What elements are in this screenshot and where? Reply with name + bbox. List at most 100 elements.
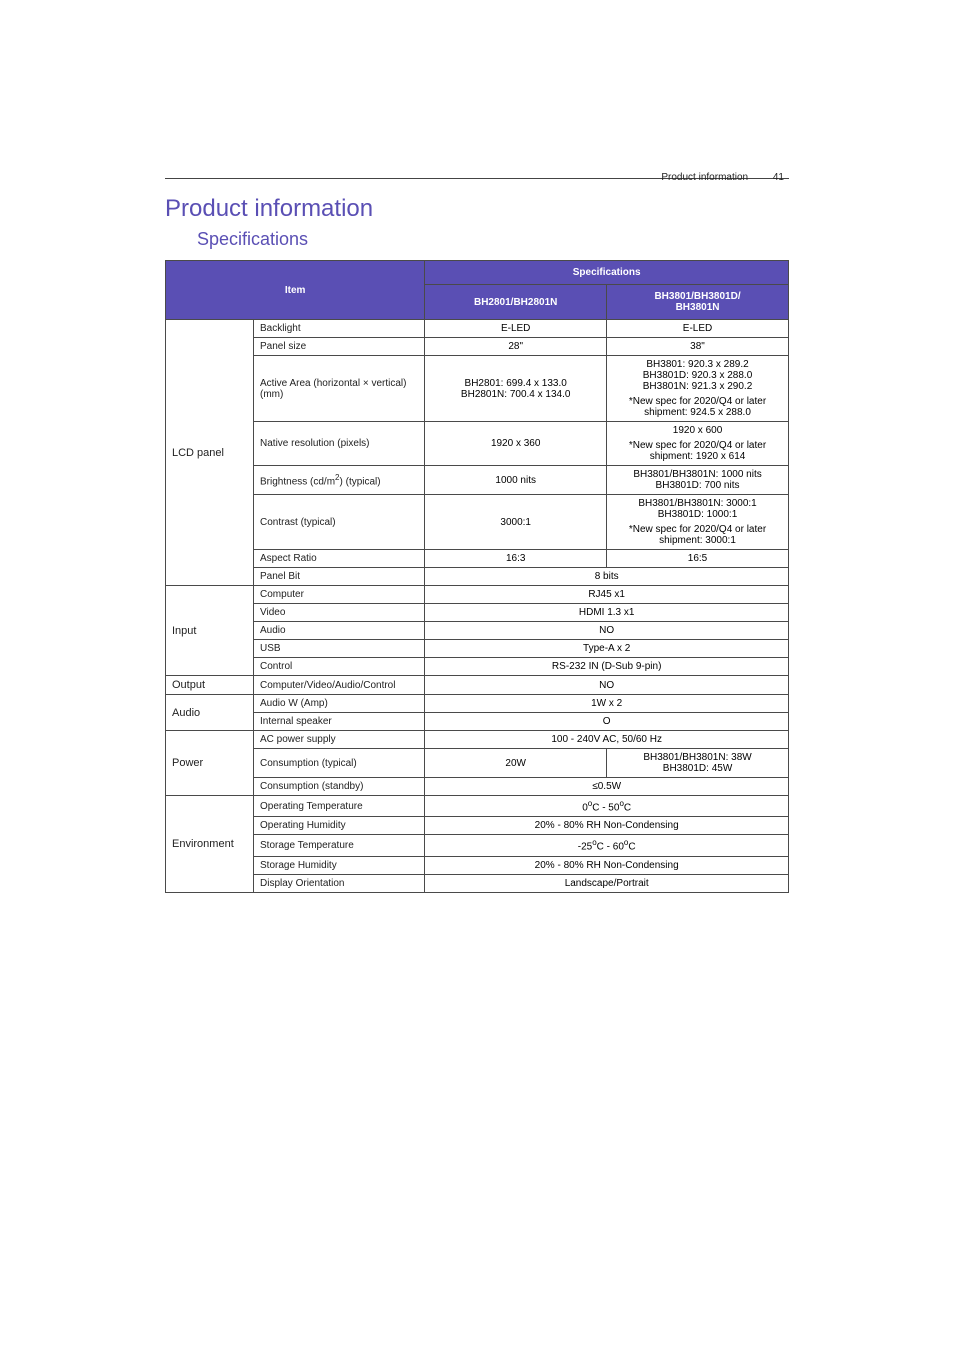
- val-backlight-b: E-LED: [607, 320, 789, 338]
- label-input-usb: USB: [254, 640, 425, 658]
- label-aspect: Aspect Ratio: [254, 550, 425, 568]
- val-panel-size-a: 28": [425, 338, 607, 356]
- st-temp-mid: C - 60: [597, 842, 624, 853]
- row-panel-bit: Panel Bit 8 bits: [166, 568, 789, 586]
- th-col-a: BH2801/BH2801N: [425, 285, 607, 320]
- label-power-typical: Consumption (typical): [254, 749, 425, 778]
- val-brightness-a: 1000 nits: [425, 466, 607, 495]
- row-backlight: LCD panel Backlight E-LED E-LED: [166, 320, 789, 338]
- val-input-video: HDMI 1.3 x1: [425, 604, 789, 622]
- row-input-usb: USB Type-A x 2: [166, 640, 789, 658]
- val-brightness-b: BH3801/BH3801N: 1000 nitsBH3801D: 700 ni…: [607, 466, 789, 495]
- label-env-op-temp: Operating Temperature: [254, 796, 425, 817]
- label-native-res: Native resolution (pixels): [254, 422, 425, 466]
- val-native-res-b-main: 1920 x 600: [673, 425, 723, 436]
- val-input-computer: RJ45 x1: [425, 586, 789, 604]
- row-power-typical: Consumption (typical) 20W BH3801/BH3801N…: [166, 749, 789, 778]
- val-panel-bit: 8 bits: [425, 568, 789, 586]
- label-power-standby: Consumption (standby): [254, 778, 425, 796]
- table-header-row: Item Specifications: [166, 261, 789, 285]
- val-contrast-b-note: *New spec for 2020/Q4 or later shipment:…: [611, 524, 784, 546]
- row-aspect: Aspect Ratio 16:3 16:5: [166, 550, 789, 568]
- label-audio-amp: Audio W (Amp): [254, 695, 425, 713]
- val-native-res-a: 1920 x 360: [425, 422, 607, 466]
- op-temp-end: C: [624, 802, 631, 813]
- th-specifications: Specifications: [425, 261, 789, 285]
- label-env-st-temp: Storage Temperature: [254, 835, 425, 856]
- label-input-audio: Audio: [254, 622, 425, 640]
- label-audio-speaker: Internal speaker: [254, 713, 425, 731]
- row-audio-amp: Audio Audio W (Amp) 1W x 2: [166, 695, 789, 713]
- row-output: Output Computer/Video/Audio/Control NO: [166, 676, 789, 695]
- label-output: Computer/Video/Audio/Control: [254, 676, 425, 695]
- label-env-st-hum: Storage Humidity: [254, 856, 425, 874]
- cat-environment: Environment: [166, 796, 254, 893]
- row-input-video: Video HDMI 1.3 x1: [166, 604, 789, 622]
- row-env-st-temp: Storage Temperature -25oC - 60oC: [166, 835, 789, 856]
- row-env-op-hum: Operating Humidity 20% - 80% RH Non-Cond…: [166, 817, 789, 835]
- row-env-orient: Display Orientation Landscape/Portrait: [166, 874, 789, 892]
- op-temp-mid: C - 50: [592, 802, 619, 813]
- val-active-area-a: BH2801: 699.4 x 133.0BH2801N: 700.4 x 13…: [425, 356, 607, 422]
- page-number: 41: [773, 172, 784, 183]
- val-active-area-b: BH3801: 920.3 x 289.2BH3801D: 920.3 x 28…: [607, 356, 789, 422]
- val-env-op-temp: 0oC - 50oC: [425, 796, 789, 817]
- cat-output: Output: [166, 676, 254, 695]
- row-env-op-temp: Environment Operating Temperature 0oC - …: [166, 796, 789, 817]
- val-contrast-a: 3000:1: [425, 495, 607, 550]
- th-col-b: BH3801/BH3801D/ BH3801N: [607, 285, 789, 320]
- val-backlight-a: E-LED: [425, 320, 607, 338]
- label-brightness: Brightness (cd/m2) (typical): [254, 466, 425, 495]
- row-contrast: Contrast (typical) 3000:1 BH3801/BH3801N…: [166, 495, 789, 550]
- val-contrast-b-main: BH3801/BH3801N: 3000:1BH3801D: 1000:1: [638, 498, 756, 520]
- label-contrast: Contrast (typical): [254, 495, 425, 550]
- row-audio-speaker: Internal speaker O: [166, 713, 789, 731]
- row-brightness: Brightness (cd/m2) (typical) 1000 nits B…: [166, 466, 789, 495]
- label-input-control: Control: [254, 658, 425, 676]
- val-power-standby: ≤0.5W: [425, 778, 789, 796]
- cat-lcd-panel: LCD panel: [166, 320, 254, 586]
- val-native-res-b-note: *New spec for 2020/Q4 or later shipment:…: [611, 440, 784, 462]
- label-env-op-hum: Operating Humidity: [254, 817, 425, 835]
- row-input-control: Control RS-232 IN (D-Sub 9-pin): [166, 658, 789, 676]
- val-input-usb: Type-A x 2: [425, 640, 789, 658]
- row-power-ac: Power AC power supply 100 - 240V AC, 50/…: [166, 731, 789, 749]
- val-env-st-hum: 20% - 80% RH Non-Condensing: [425, 856, 789, 874]
- row-panel-size: Panel size 28" 38": [166, 338, 789, 356]
- val-power-typical-b: BH3801/BH3801N: 38WBH3801D: 45W: [607, 749, 789, 778]
- val-panel-size-b: 38": [607, 338, 789, 356]
- row-active-area: Active Area (horizontal × vertical)(mm) …: [166, 356, 789, 422]
- spec-table: Item Specifications BH2801/BH2801N BH380…: [165, 260, 789, 893]
- val-contrast-b: BH3801/BH3801N: 3000:1BH3801D: 1000:1 *N…: [607, 495, 789, 550]
- running-header: Product information 41: [661, 172, 784, 183]
- val-native-res-b: 1920 x 600 *New spec for 2020/Q4 or late…: [607, 422, 789, 466]
- row-power-standby: Consumption (standby) ≤0.5W: [166, 778, 789, 796]
- row-native-res: Native resolution (pixels) 1920 x 360 19…: [166, 422, 789, 466]
- val-aspect-b: 16:5: [607, 550, 789, 568]
- val-env-st-temp: -25oC - 60oC: [425, 835, 789, 856]
- val-input-control: RS-232 IN (D-Sub 9-pin): [425, 658, 789, 676]
- label-panel-size: Panel size: [254, 338, 425, 356]
- label-input-video: Video: [254, 604, 425, 622]
- cat-audio: Audio: [166, 695, 254, 731]
- val-active-area-b-note: *New spec for 2020/Q4 or later shipment:…: [611, 396, 784, 418]
- val-input-audio: NO: [425, 622, 789, 640]
- row-input-audio: Audio NO: [166, 622, 789, 640]
- val-active-area-b-main: BH3801: 920.3 x 289.2BH3801D: 920.3 x 28…: [643, 359, 753, 392]
- label-input-computer: Computer: [254, 586, 425, 604]
- val-output: NO: [425, 676, 789, 695]
- label-power-ac: AC power supply: [254, 731, 425, 749]
- val-power-ac: 100 - 240V AC, 50/60 Hz: [425, 731, 789, 749]
- label-brightness-post: ) (typical): [340, 476, 381, 487]
- val-aspect-a: 16:3: [425, 550, 607, 568]
- section-title: Specifications: [197, 229, 789, 250]
- val-env-op-hum: 20% - 80% RH Non-Condensing: [425, 817, 789, 835]
- page: Product information 41 Product informati…: [0, 0, 954, 1003]
- label-brightness-pre: Brightness (cd/m: [260, 476, 335, 487]
- label-backlight: Backlight: [254, 320, 425, 338]
- val-audio-speaker: O: [425, 713, 789, 731]
- running-header-title: Product information: [661, 172, 748, 183]
- label-active-area: Active Area (horizontal × vertical)(mm): [254, 356, 425, 422]
- th-item: Item: [166, 261, 425, 320]
- label-panel-bit: Panel Bit: [254, 568, 425, 586]
